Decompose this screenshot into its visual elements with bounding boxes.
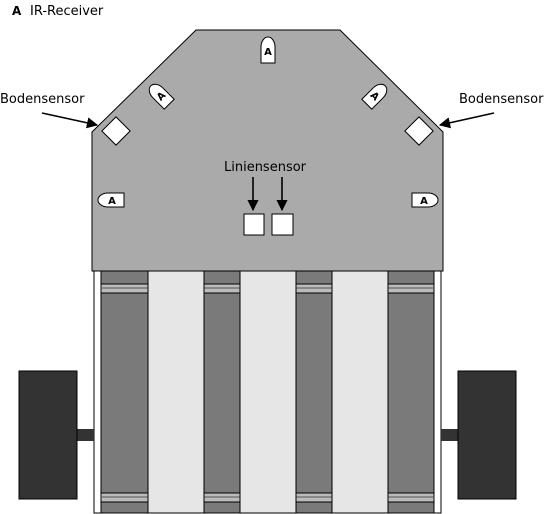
battery-band-2 xyxy=(239,269,297,514)
right-axle xyxy=(441,429,458,441)
battery-band-1 xyxy=(147,269,205,514)
arrow-floor-sensor-right xyxy=(438,112,495,129)
label-floor-sensor-left: Bodensensor xyxy=(0,92,85,107)
chassis xyxy=(93,269,442,514)
label-line-sensor: Liniensensor xyxy=(224,160,307,175)
left-axle xyxy=(77,429,94,441)
legend-text: IR-Receiver xyxy=(30,4,104,19)
ir-receiver-front: A xyxy=(260,36,276,64)
label-floor-sensor-right: Bodensensor xyxy=(459,92,544,107)
floor-sensor-right xyxy=(404,116,434,146)
floor-sensor-left xyxy=(101,116,131,146)
ir-letter-front: A xyxy=(264,47,272,58)
ir-receiver-front-left: A xyxy=(148,83,175,110)
legend-marker: A xyxy=(12,4,22,18)
battery-band-3 xyxy=(331,269,389,514)
arrow-floor-sensor-left xyxy=(41,112,99,129)
left-wheel xyxy=(18,370,78,500)
right-wheel xyxy=(457,370,517,500)
ir-receiver-front-right: A xyxy=(361,83,388,110)
ir-receiver-left: A xyxy=(97,192,125,208)
ir-letter-left: A xyxy=(108,196,116,207)
sensor-plate xyxy=(91,29,444,272)
line-sensor-left xyxy=(243,213,265,236)
line-sensor-right xyxy=(271,213,294,236)
ir-letter-right: A xyxy=(420,196,428,207)
ir-receiver-right: A xyxy=(411,192,439,208)
